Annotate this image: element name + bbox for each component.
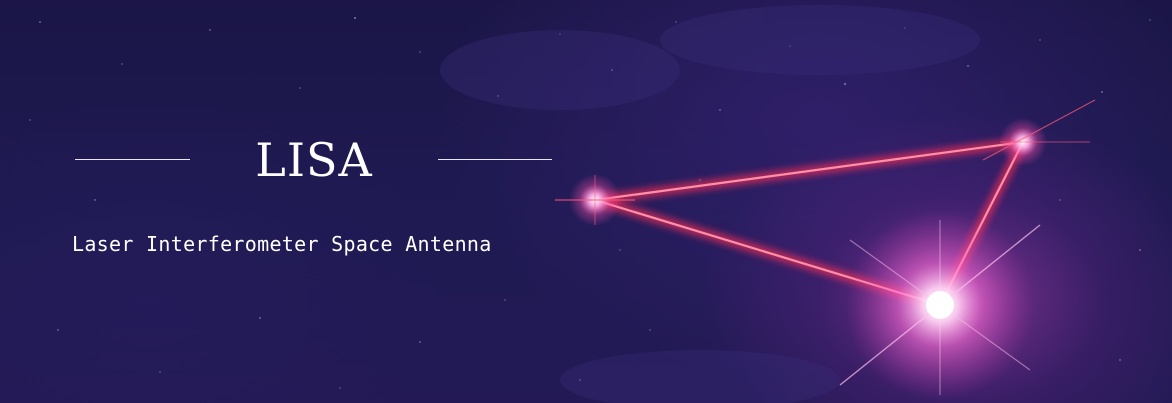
spacecraft-node-top-right [982,99,1096,166]
banner-title: LISA [255,133,373,187]
spacecraft-node-bottom [839,210,1041,400]
spacecraft-node-left [555,174,635,226]
banner-subtitle: Laser Interferometer Space Antenna [72,232,492,256]
title-rule-right [438,159,552,160]
title-rule-left [75,159,190,160]
